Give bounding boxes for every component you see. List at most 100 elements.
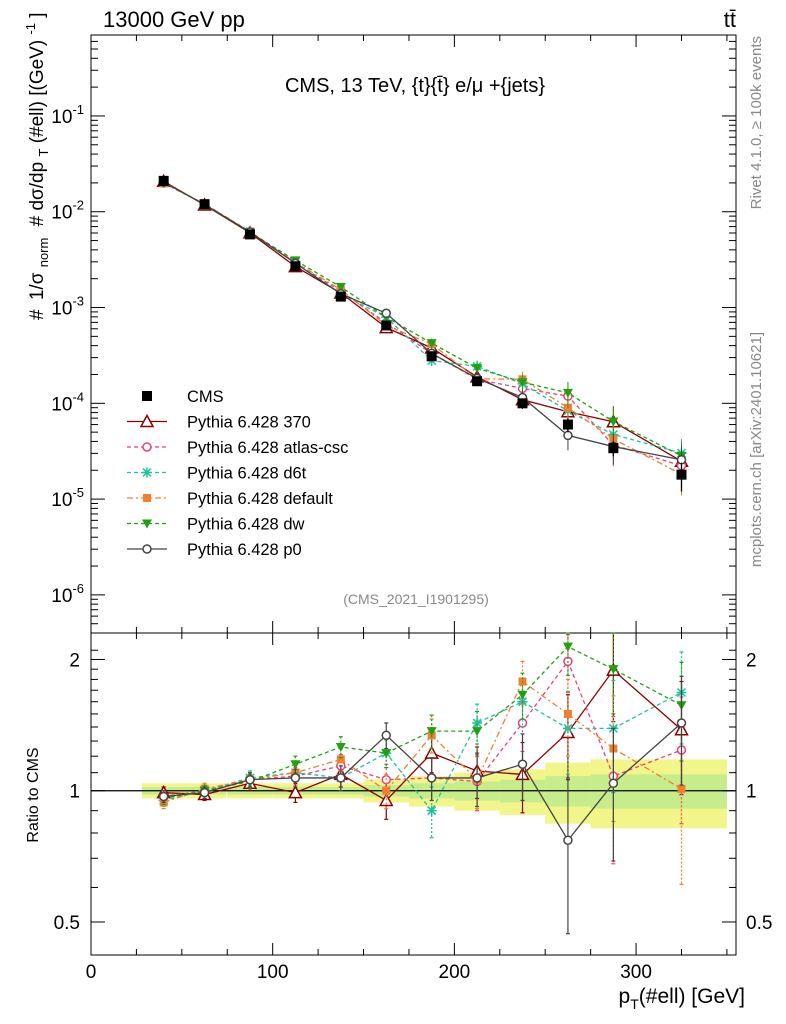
data-point (562, 388, 573, 398)
ratio-point (677, 784, 686, 793)
series-main-4 (158, 178, 687, 478)
ratio-frame (90, 632, 737, 956)
cms-point (472, 376, 483, 387)
legend-marker (142, 467, 152, 478)
y-tick-base: 10 (51, 107, 72, 128)
legend-entry: Pythia 6.428 atlas-csc (127, 439, 348, 457)
ratio-tick-label-left: 2 (69, 650, 80, 671)
legend-label: Pythia 6.428 default (187, 490, 333, 508)
y-tick-base: 10 (51, 394, 72, 415)
legend-entry: Pythia 6.428 dw (127, 516, 304, 534)
y-tick-base: 10 (51, 490, 72, 511)
series-line (163, 182, 682, 475)
ratio-point (563, 709, 572, 718)
cms-point (290, 261, 301, 272)
y-tick-exp: -3 (72, 294, 84, 309)
ratio-point (336, 773, 346, 783)
series-ratio-line (163, 722, 682, 842)
ratio-point (381, 749, 392, 759)
y-tick-label: 10-1 (51, 102, 84, 128)
legend-marker (142, 391, 152, 401)
ratio-point (245, 774, 255, 785)
data-point (563, 430, 573, 441)
series-ratio-line (163, 680, 682, 804)
x-tick-label: 0 (86, 962, 97, 983)
header-left: 13000 GeV pp (103, 7, 245, 32)
data-point (676, 455, 687, 465)
series-ratio-line (163, 669, 682, 802)
ratio-point (426, 773, 437, 783)
x-tick-label: 300 (620, 962, 652, 983)
cms-point (381, 320, 392, 331)
ylabel-exp: -1 (23, 23, 38, 35)
series-ratio-line (163, 645, 682, 800)
series-ratio-line (163, 691, 682, 812)
legend-label: CMS (187, 388, 224, 406)
ratio-point (517, 759, 528, 770)
mcplots-label: mcplots.cern.ch [arXiv:2401.10621] (748, 332, 765, 567)
data-point (608, 417, 619, 427)
xlabel-T: T (630, 996, 639, 1012)
ylabel-close: ] (27, 12, 48, 17)
ratio-point (426, 727, 437, 737)
ratio-ylabel: Ratio to CMS (25, 747, 42, 842)
data-point (517, 378, 528, 388)
ylabel-ell: (#ell) [(GeV) (27, 40, 48, 143)
cms-point (244, 229, 255, 240)
ratio-point (472, 773, 482, 783)
cms-point (562, 419, 573, 430)
ratio-tick-label-left: 0.5 (54, 913, 80, 934)
xlabel-rest: (#ell) [GeV] (639, 985, 745, 1008)
ratio-point (608, 665, 619, 675)
y-tick-base: 10 (51, 203, 72, 224)
xlabel-p: p (619, 985, 631, 1008)
legend-label: Pythia 6.428 atlas-csc (187, 439, 348, 457)
legend-entry: CMS (142, 388, 224, 406)
ylabel-dsigma: # dσ/dp (27, 162, 48, 227)
ylabel-norm: norm (36, 238, 51, 268)
legend-marker (142, 519, 152, 529)
cms-point (426, 351, 437, 362)
x-tick-label: 100 (257, 962, 289, 983)
legend-label: Pythia 6.428 d6t (187, 465, 307, 483)
ylabel-hash: # (27, 309, 48, 320)
cms-point (158, 175, 169, 186)
y-tick-base: 10 (51, 299, 72, 320)
ratio-point (199, 787, 210, 798)
ratio-tick-label-right: 0.5 (746, 913, 772, 934)
cms-point (676, 469, 687, 480)
ratio-point (158, 791, 169, 802)
x-axis-label: pT(#ell) [GeV] (619, 985, 745, 1012)
y-tick-exp: -1 (72, 102, 84, 117)
data-point (335, 282, 346, 292)
ratio-point (288, 785, 303, 799)
ratio-point (517, 690, 528, 700)
ratio-point (563, 835, 573, 845)
data-point (381, 308, 391, 319)
legend-entry: Pythia 6.428 default (127, 490, 333, 508)
y-tick-label: 10-5 (51, 485, 84, 511)
series-line (163, 181, 682, 467)
ratio-point (562, 642, 573, 652)
y-tick-label: 10-2 (51, 198, 84, 224)
series-main-0 (156, 173, 689, 483)
cms-point (517, 398, 528, 409)
legend-label: Pythia 6.428 dw (187, 516, 304, 534)
legend-entry: Pythia 6.428 d6t (127, 465, 307, 483)
y-tick-exp: -2 (72, 198, 84, 213)
ratio-point (335, 742, 346, 752)
ratio-point (381, 730, 391, 741)
cms-point (199, 199, 210, 210)
series-line (163, 181, 682, 461)
ratio-plot: 0 100 200 300 0.5 0.5 1 1 2 2 (54, 632, 772, 983)
y-tick-base: 10 (51, 586, 72, 607)
legend-label: Pythia 6.428 370 (187, 414, 311, 432)
cms-point (608, 443, 619, 454)
series-line (163, 182, 682, 454)
chart-title: CMS, 13 TeV, {t}{t̄} e/μ +{jets} (285, 75, 545, 97)
series-ratio-1 (158, 634, 687, 865)
y-tick-label: 10-6 (51, 581, 84, 607)
y-tick-label: 10-4 (51, 389, 84, 415)
data-point (426, 339, 437, 349)
